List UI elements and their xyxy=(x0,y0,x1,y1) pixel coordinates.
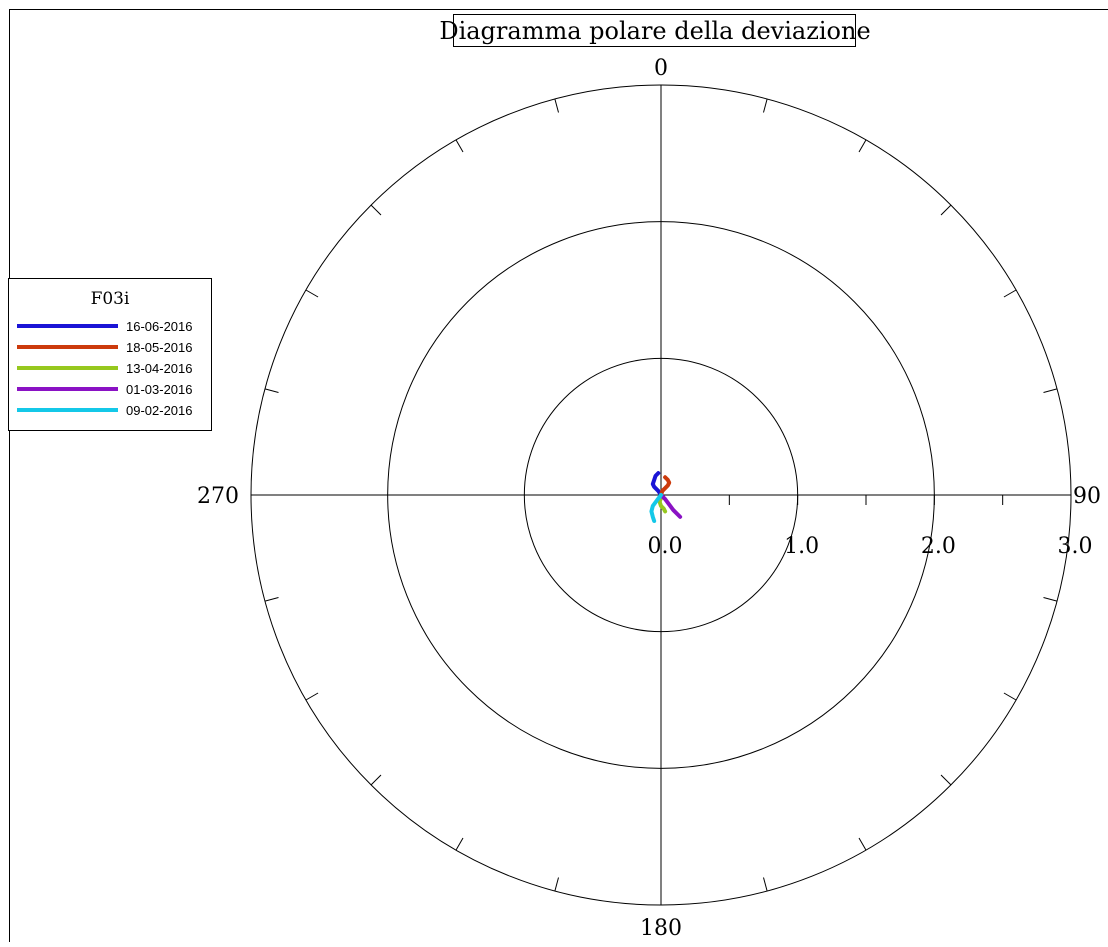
angle-tick xyxy=(265,597,279,601)
radial-label: 2.0 xyxy=(921,534,956,559)
legend-label-3: 13-04-2016 xyxy=(126,361,193,376)
radial-label: 1.0 xyxy=(784,534,819,559)
series-line-1 xyxy=(653,473,661,495)
angle-tick xyxy=(941,775,951,785)
legend-label-5: 09-02-2016 xyxy=(126,403,193,418)
angle-tick xyxy=(1004,693,1016,700)
angle-label-90: 90 xyxy=(1073,484,1101,509)
angle-tick xyxy=(555,878,559,892)
angle-tick xyxy=(1004,290,1016,297)
angle-tick xyxy=(763,99,767,113)
angle-label-270: 270 xyxy=(197,484,239,509)
angle-tick xyxy=(1044,597,1058,601)
series-line-4 xyxy=(661,495,680,517)
angle-tick xyxy=(371,775,381,785)
legend-label-4: 01-03-2016 xyxy=(126,382,193,397)
angle-tick xyxy=(371,205,381,215)
series-layer xyxy=(651,473,680,521)
legend-label-2: 18-05-2016 xyxy=(126,340,193,355)
angle-tick xyxy=(456,838,463,850)
angle-tick xyxy=(306,290,318,297)
angle-label-180: 180 xyxy=(640,916,682,941)
legend: F03i 16-06-2016 18-05-2016 13-04-2016 01-03… xyxy=(9,279,212,431)
radial-label: 0.0 xyxy=(648,534,683,559)
legend-title: F03i xyxy=(91,289,130,309)
angle-tick xyxy=(859,838,866,850)
angle-tick xyxy=(555,99,559,113)
angle-tick xyxy=(265,389,279,393)
angle-label-0: 0 xyxy=(654,56,668,81)
chart-border xyxy=(10,10,1108,943)
radial-label: 3.0 xyxy=(1058,534,1093,559)
radial-tick-labels: 0.0 1.0 2.0 3.0 xyxy=(648,534,1093,559)
series-line-2 xyxy=(661,477,669,495)
legend-label-1: 16-06-2016 xyxy=(126,319,193,334)
angle-tick xyxy=(941,205,951,215)
angle-tick xyxy=(456,140,463,152)
series-line-5 xyxy=(651,495,661,521)
angle-tick xyxy=(763,878,767,892)
angle-tick xyxy=(306,693,318,700)
chart-title: Diagramma polare della deviazione xyxy=(439,17,870,45)
angle-tick xyxy=(1044,389,1058,393)
angle-labels: 0 90 180 270 xyxy=(197,56,1101,941)
angle-tick xyxy=(859,140,866,152)
